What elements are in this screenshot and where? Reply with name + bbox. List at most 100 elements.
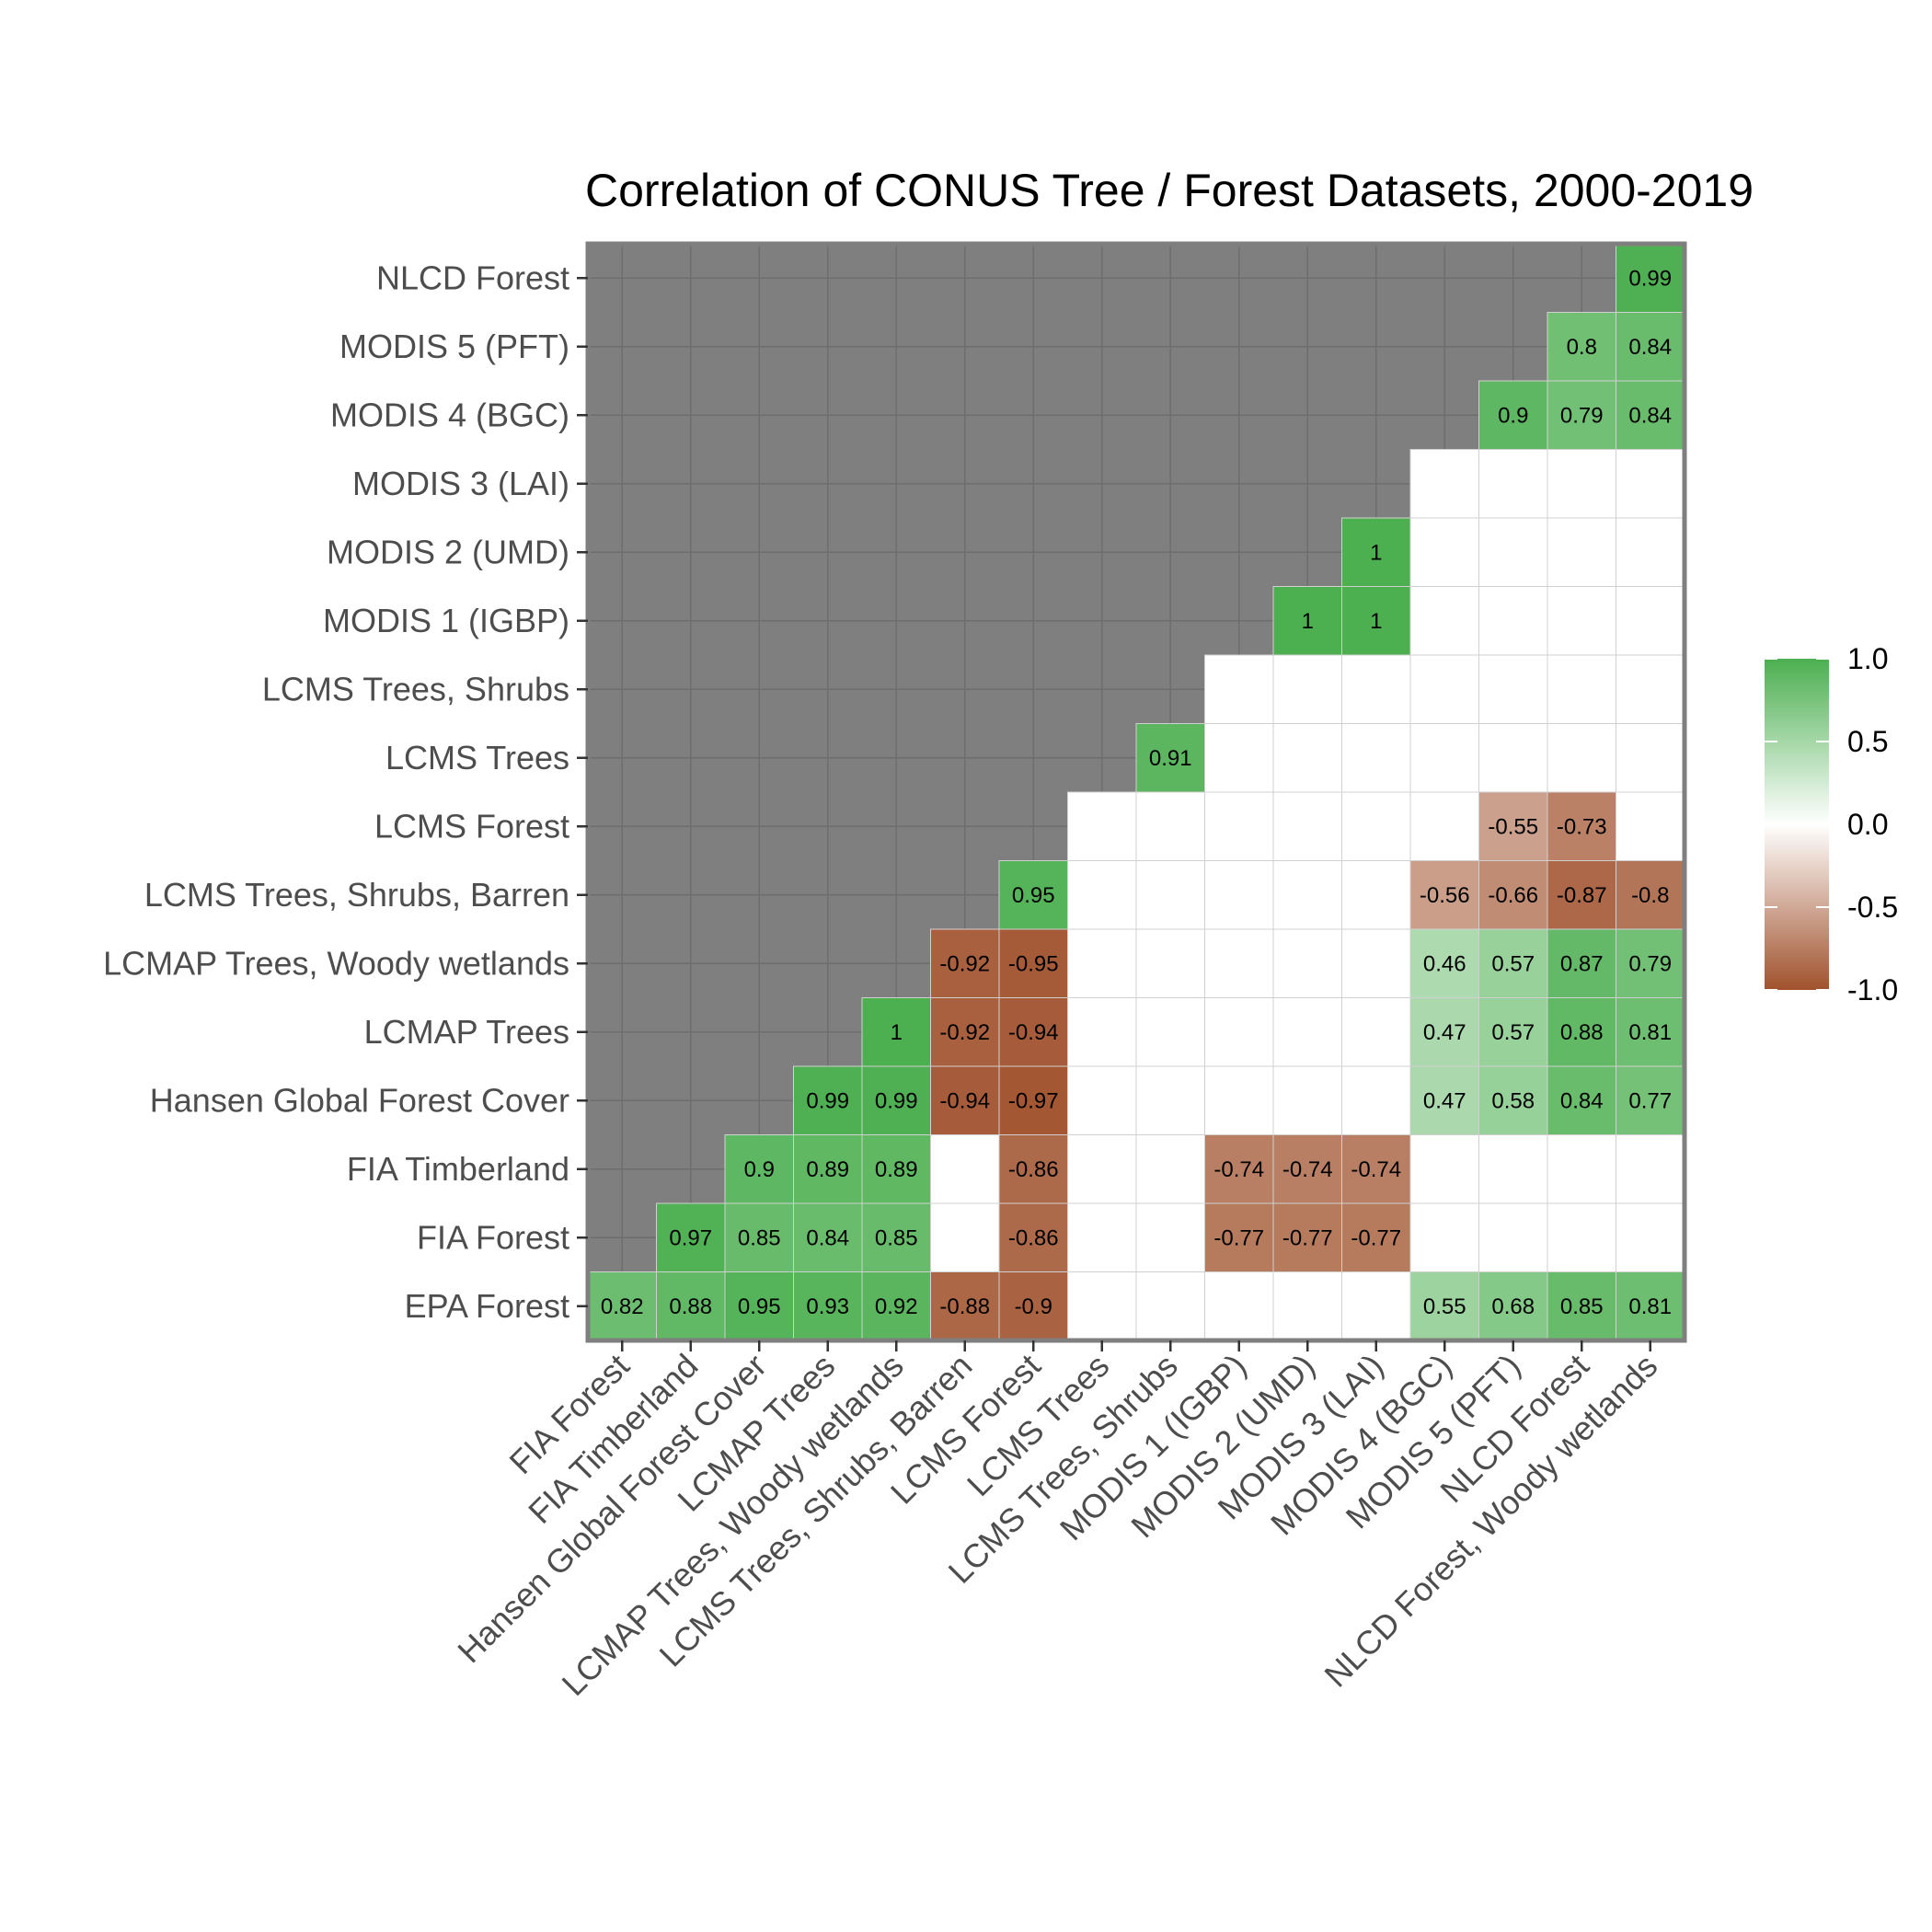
empty-cell: [1204, 860, 1274, 930]
heatmap-cell: [1616, 997, 1685, 1067]
y-tick-label: Hansen Global Forest Cover: [150, 1081, 569, 1119]
empty-cell: [1478, 449, 1548, 519]
empty-cell: [1341, 860, 1411, 930]
y-tick-label: LCMS Trees, Shrubs: [262, 670, 569, 707]
empty-cell: [1135, 1202, 1205, 1272]
heatmap-cell: [1409, 928, 1479, 998]
cell-value-label: 0.85: [875, 1225, 918, 1250]
heatmap-cell: [861, 1065, 931, 1135]
empty-cell: [1409, 791, 1479, 861]
heatmap-cell: [1478, 380, 1548, 450]
cell-value-label: -0.55: [1488, 814, 1538, 839]
empty-cell: [1616, 586, 1685, 656]
empty-cell: [930, 1134, 1000, 1204]
cell-value-label: 0.47: [1423, 1020, 1466, 1045]
heatmap-cell: [793, 1134, 863, 1204]
y-tick-label: MODIS 1 (IGBP): [323, 602, 569, 639]
cell-value-label: -0.94: [1008, 1020, 1059, 1045]
cell-value-label: -0.86: [1008, 1157, 1059, 1182]
empty-cell: [1547, 517, 1616, 587]
empty-cell: [1204, 1271, 1274, 1341]
cell-value-label: -0.86: [1008, 1225, 1059, 1250]
cell-value-label: 0.84: [1628, 403, 1672, 428]
cell-value-label: -0.56: [1420, 883, 1470, 908]
y-tick-label: FIA Timberland: [347, 1150, 569, 1188]
cell-value-label: 0.79: [1560, 403, 1604, 428]
cell-value-label: 1: [1370, 540, 1382, 565]
heatmap-cell: [1272, 586, 1342, 656]
heatmap-cell: [1616, 928, 1685, 998]
empty-cell: [1341, 1065, 1411, 1135]
heatmap-cell: [1204, 1202, 1274, 1272]
cell-value-label: 0.92: [875, 1294, 918, 1319]
cell-value-label: -0.88: [939, 1294, 990, 1319]
color-legend: 1.0 0.5 0.0 -0.5 -1.0: [1765, 642, 1898, 1006]
cell-value-label: 0.84: [1628, 335, 1672, 360]
empty-cell: [1478, 1202, 1548, 1272]
chart-title: Correlation of CONUS Tree / Forest Datas…: [585, 165, 1754, 216]
empty-cell: [1616, 517, 1685, 587]
heatmap-cell: [793, 1202, 863, 1272]
empty-cell: [1135, 1134, 1205, 1204]
panel-border: [585, 241, 1687, 1343]
cell-value-label: 0.57: [1491, 1020, 1535, 1045]
cell-value-label: 1: [891, 1020, 903, 1045]
heatmap-cell: [1478, 928, 1548, 998]
heatmap-cell: [587, 1271, 657, 1341]
empty-cell: [1067, 1065, 1137, 1135]
heatmap-cell: [1409, 1065, 1479, 1135]
heatmap-cell: [998, 1134, 1068, 1204]
y-tick-label: LCMS Trees: [385, 739, 569, 776]
cell-value-label: 0.99: [1628, 266, 1672, 291]
empty-cell: [1135, 860, 1205, 930]
empty-cell: [1135, 928, 1205, 998]
empty-cell: [1409, 1202, 1479, 1272]
empty-cell: [1272, 1271, 1342, 1341]
cell-value-label: 1: [1370, 609, 1382, 634]
empty-cell: [1616, 1134, 1685, 1204]
empty-cell: [1341, 997, 1411, 1067]
legend-tick-label: 1.0: [1847, 642, 1888, 675]
empty-cell: [1341, 791, 1411, 861]
y-tick-label: EPA Forest: [405, 1287, 569, 1325]
heatmap-cell: [1547, 312, 1616, 382]
empty-cell: [1616, 654, 1685, 724]
heatmap-cell: [1135, 723, 1205, 793]
empty-cell: [1409, 723, 1479, 793]
heatmap-cell: [998, 997, 1068, 1067]
y-tick-label: LCMS Trees, Shrubs, Barren: [144, 876, 569, 914]
cell-value-label: 0.95: [1012, 883, 1055, 908]
heatmap-cell: [998, 1065, 1068, 1135]
cell-value-label: 0.79: [1628, 951, 1672, 976]
plot-panel: 0.82 0.88 0.95 0.93 0.92 -0.88 -0.9 0.55 0.68 0.8…: [585, 241, 1687, 1343]
empty-cell: [1547, 1202, 1616, 1272]
empty-cell: [1135, 1271, 1205, 1341]
empty-cell: [1478, 586, 1548, 656]
heatmap-cell: [1616, 860, 1685, 930]
cell-value-label: -0.66: [1488, 883, 1538, 908]
heatmap-cell: [861, 997, 931, 1067]
empty-cell: [1204, 723, 1274, 793]
empty-cell: [1547, 449, 1616, 519]
heatmap-cell: [1478, 1065, 1548, 1135]
empty-cell: [1341, 1271, 1411, 1341]
heatmap-cell: [1547, 860, 1616, 930]
heatmap-cell: [1409, 860, 1479, 930]
y-tick-label: LCMAP Trees: [364, 1013, 569, 1051]
legend-tick-label: 0.5: [1847, 725, 1888, 758]
cell-value-label: 0.91: [1149, 746, 1192, 771]
empty-cell: [1616, 723, 1685, 793]
heatmap-cell: [1341, 586, 1411, 656]
heatmap-cell: [1341, 517, 1411, 587]
empty-cell: [1547, 654, 1616, 724]
cell-value-label: -0.92: [939, 951, 990, 976]
cell-value-label: -0.73: [1557, 814, 1607, 839]
cell-value-label: 0.84: [806, 1225, 849, 1250]
cell-value-label: -0.9: [1015, 1294, 1052, 1319]
empty-cell: [1135, 791, 1205, 861]
cell-value-label: -0.77: [1282, 1225, 1333, 1250]
empty-cell: [1204, 654, 1274, 724]
empty-cell: [1204, 1065, 1274, 1135]
heatmap-cell: [1341, 1134, 1411, 1204]
